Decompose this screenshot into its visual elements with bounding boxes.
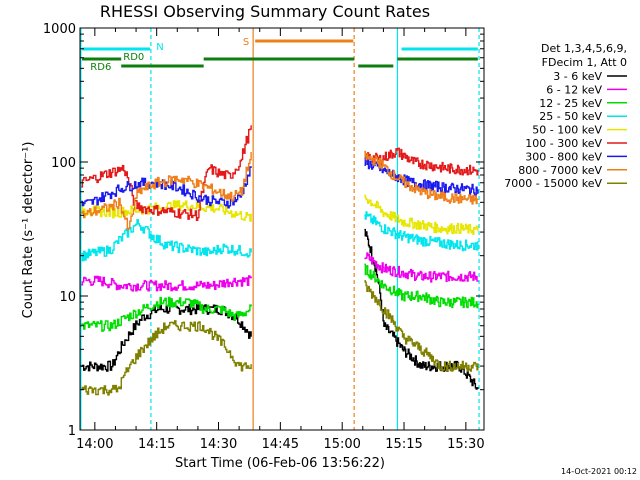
x-tick-label-3: 14:45	[262, 437, 299, 452]
series-line-1-a	[81, 275, 252, 292]
series-line-0-b	[364, 228, 479, 390]
series-line-3-b	[364, 211, 479, 252]
series-line-6-b	[364, 156, 479, 196]
series-line-5-b	[364, 147, 479, 176]
legend-label-2: 12 - 25 keV	[539, 97, 602, 110]
legend: Det 1,3,4,5,6,9, FDecim 1, Att 0 3 - 6 k…	[504, 42, 627, 190]
series-line-7-a	[81, 152, 252, 231]
timestamp: 14-Oct-2021 00:12	[561, 467, 637, 476]
x-tick-label-6: 15:30	[447, 437, 484, 452]
y-tick-label-3: 1000	[43, 22, 76, 37]
plot-frame	[79, 27, 485, 431]
chart-title: RHESSI Observing Summary Count Rates	[100, 2, 430, 21]
series-line-7-b	[364, 151, 479, 205]
series-line-8-b	[364, 280, 479, 372]
series-line-4-b	[364, 194, 479, 236]
series-line-2-a	[81, 296, 252, 332]
series-line-3-a	[81, 219, 252, 262]
axes: 14:00 14:15 14:30 14:45 15:00 15:15 15:30 1 10 10…	[43, 22, 485, 452]
y-axis-label: Count Rate (s⁻¹ detector⁻¹)	[21, 142, 36, 319]
legend-header-line-2: FDecim 1, Att 0	[542, 56, 627, 69]
series-line-1-b	[364, 252, 479, 283]
legend-label-4: 50 - 100 keV	[532, 124, 602, 137]
x-tick-label-2: 14:30	[200, 437, 237, 452]
x-tick-label-5: 15:15	[385, 437, 422, 452]
legend-label-7: 800 - 7000 keV	[518, 164, 602, 177]
plot-area: N RD0 RD6 S	[80, 28, 480, 430]
legend-label-6: 300 - 800 keV	[525, 150, 602, 163]
flag-label-rd0: RD0	[123, 52, 144, 63]
series-line-8-a	[81, 320, 252, 396]
x-tick-label-1: 14:15	[138, 437, 175, 452]
y-tick-label-1: 10	[59, 290, 76, 305]
series-line-5-a	[81, 125, 252, 221]
y-tick-label-0: 1	[68, 424, 76, 439]
series-line-2-b	[364, 263, 479, 309]
y-tick-label-2: 100	[51, 156, 76, 171]
legend-label-3: 25 - 50 keV	[539, 110, 602, 123]
legend-label-0: 3 - 6 keV	[553, 70, 602, 83]
legend-header-line-1: Det 1,3,4,5,6,9,	[541, 42, 627, 55]
flag-label-n: N	[156, 42, 163, 53]
flag-label-s: S	[243, 37, 249, 48]
x-tick-label-0: 14:00	[76, 437, 113, 452]
x-tick-label-4: 15:00	[323, 437, 360, 452]
legend-label-5: 100 - 300 keV	[525, 137, 602, 150]
x-axis-label: Start Time (06-Feb-06 13:56:22)	[175, 456, 385, 471]
legend-label-1: 6 - 12 keV	[546, 83, 602, 96]
flag-label-rd6: RD6	[90, 62, 111, 73]
legend-label-8: 7000 - 15000 keV	[504, 177, 602, 190]
